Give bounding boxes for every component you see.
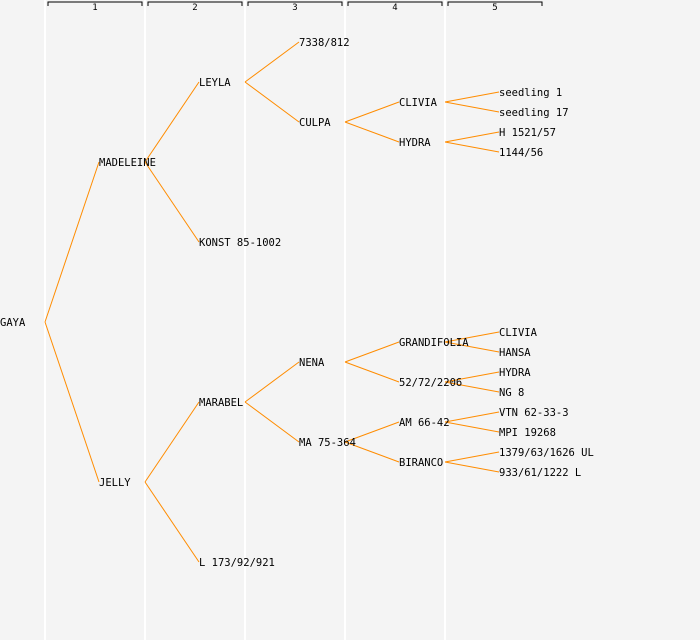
pedigree-node[interactable]: 1144/56 — [499, 147, 543, 159]
pedigree-node[interactable]: seedling 17 — [499, 107, 569, 119]
pedigree-node[interactable]: 7338/812 — [299, 37, 350, 49]
pedigree-edge — [444, 451, 500, 463]
pedigree-edge — [144, 161, 200, 243]
pedigree-edge — [444, 101, 500, 113]
pedigree-edges — [44, 41, 500, 563]
pedigree-node[interactable]: HYDRA — [499, 367, 531, 379]
pedigree-edge — [444, 331, 500, 343]
pedigree-edge — [44, 161, 100, 323]
pedigree-node[interactable]: HANSA — [499, 347, 531, 359]
pedigree-node[interactable]: JELLY — [99, 477, 131, 489]
pedigree-node[interactable]: L 173/92/921 — [199, 557, 275, 569]
pedigree-edge — [444, 371, 500, 383]
pedigree-edge — [444, 421, 500, 433]
pedigree-edge — [344, 121, 400, 143]
pedigree-node[interactable]: 1379/63/1626 UL — [499, 447, 594, 459]
pedigree-node[interactable]: GAYA — [0, 317, 26, 329]
pedigree-node[interactable]: LEYLA — [199, 77, 231, 89]
pedigree-node[interactable]: KONST 85-1002 — [199, 237, 281, 249]
pedigree-edge — [344, 421, 400, 443]
pedigree-node[interactable]: CLIVIA — [399, 97, 438, 109]
generation-label: 4 — [392, 3, 397, 13]
pedigree-edge — [344, 361, 400, 383]
generation-bracket — [247, 1, 343, 6]
pedigree-node[interactable]: MARABEL — [199, 397, 243, 409]
pedigree-edge — [344, 441, 400, 463]
pedigree-node[interactable]: AM 66-42 — [399, 417, 450, 429]
pedigree-edge — [444, 381, 500, 393]
pedigree-edge — [144, 401, 200, 483]
pedigree-node[interactable]: seedling 1 — [499, 87, 562, 99]
generation-bracket — [147, 1, 243, 6]
pedigree-node[interactable]: CLIVIA — [499, 327, 538, 339]
pedigree-edge — [344, 101, 400, 123]
pedigree-edge — [244, 81, 300, 123]
generation-label: 3 — [292, 3, 297, 13]
pedigree-node[interactable]: 933/61/1222 L — [499, 467, 581, 479]
pedigree-edge — [244, 361, 300, 403]
pedigree-edge — [244, 41, 300, 83]
pedigree-node[interactable]: GRANDIFOLIA — [399, 337, 469, 349]
pedigree-node[interactable]: 52/72/2206 — [399, 377, 462, 389]
generation-label: 2 — [192, 3, 197, 13]
pedigree-node[interactable]: MADELEINE — [99, 157, 156, 169]
pedigree-edge — [444, 411, 500, 423]
pedigree-node[interactable]: H 1521/57 — [499, 127, 556, 139]
pedigree-node[interactable]: CULPA — [299, 117, 331, 129]
generation-bracket — [447, 1, 543, 6]
pedigree-node[interactable]: VTN 62-33-3 — [499, 407, 569, 419]
pedigree-edge — [244, 401, 300, 443]
generation-bracket — [47, 1, 143, 6]
pedigree-node[interactable]: MA 75-364 — [299, 437, 356, 449]
pedigree-edge — [444, 461, 500, 473]
pedigree-edge — [444, 141, 500, 153]
generation-bracket — [347, 1, 443, 6]
pedigree-node[interactable]: BIRANCO — [399, 457, 443, 469]
pedigree-edge — [44, 321, 100, 483]
pedigree-edge — [144, 81, 200, 163]
pedigree-node[interactable]: NG 8 — [499, 387, 524, 399]
pedigree-node[interactable]: MPI 19268 — [499, 427, 556, 439]
generation-label: 5 — [492, 3, 497, 13]
pedigree-edge — [344, 341, 400, 363]
pedigree-nodes: GAYA MADELEINE JELLY LEYLA KONST 85-1002 MARA… — [0, 37, 594, 569]
pedigree-edge — [144, 481, 200, 563]
pedigree-edge — [444, 341, 500, 353]
generation-label: 1 — [92, 3, 97, 13]
generation-columns: 1 2 3 4 5 — [44, 0, 543, 640]
pedigree-node[interactable]: NENA — [299, 357, 325, 369]
pedigree-edge — [444, 131, 500, 143]
pedigree-edge — [444, 91, 500, 103]
pedigree-node[interactable]: HYDRA — [399, 137, 431, 149]
